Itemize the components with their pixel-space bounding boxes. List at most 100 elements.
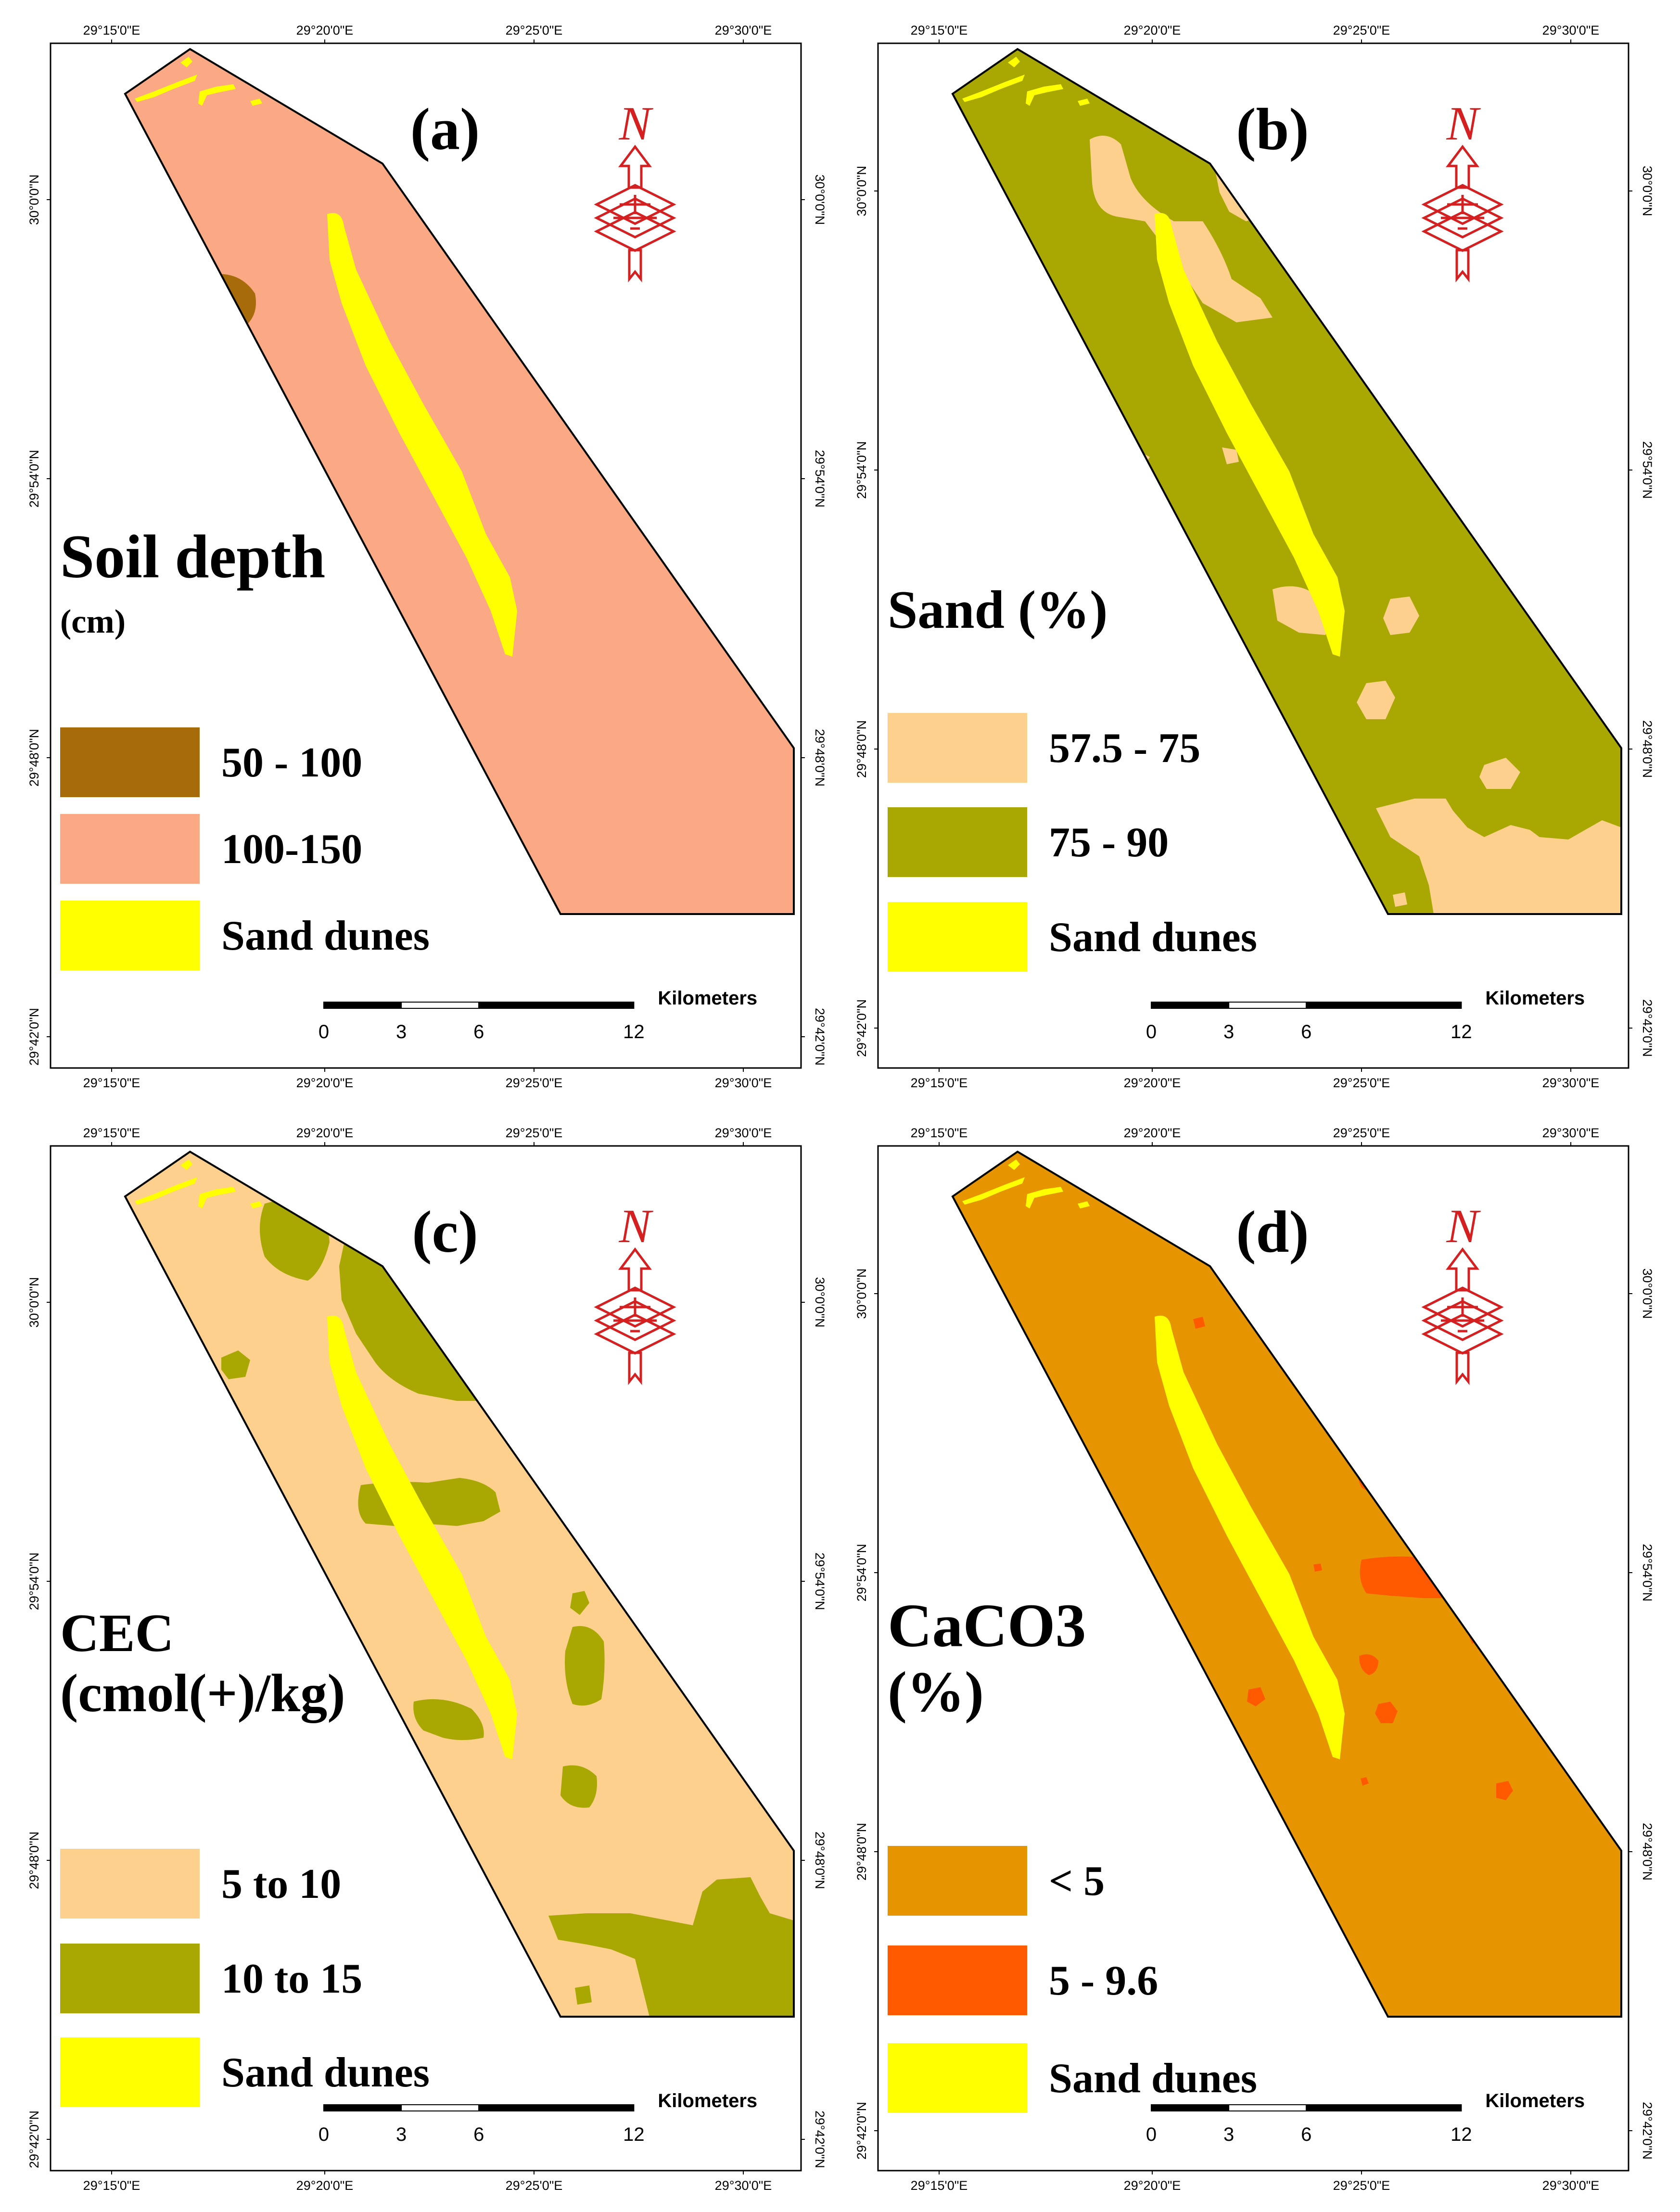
lon-tick-top: 29°25'0"E	[506, 23, 563, 38]
scale-bar-segment	[1151, 2104, 1230, 2111]
legend-item-label: 5 - 9.6	[1049, 1958, 1158, 2004]
scale-bar-label: 12	[623, 2124, 645, 2145]
class-patch	[722, 1916, 743, 1940]
scale-bar-unit: Kilometers	[1485, 988, 1585, 1009]
lon-tick-top: 29°25'0"E	[1333, 1126, 1390, 1140]
sand-dune-ridge	[327, 213, 517, 657]
lat-tick-right: 29°42'0"N	[813, 1008, 827, 1066]
class-patch	[1361, 1777, 1369, 1786]
lat-tick-left: 29°42'0"N	[27, 2110, 41, 2168]
lat-tick-left: 29°48'0"N	[27, 1831, 41, 1889]
north-arrow-icon: N	[594, 97, 676, 283]
lat-tick-left: 29°48'0"N	[854, 720, 869, 778]
class-patch	[1090, 136, 1273, 322]
scale-bar-label: 6	[473, 2124, 484, 2145]
legend-title: Soil depth	[60, 522, 325, 591]
sand-dune-patch	[198, 1187, 236, 1208]
legend-swatch	[888, 1846, 1027, 1916]
class-patch	[1313, 1564, 1322, 1572]
legend: Soil depth (cm) 50 - 100 100-150 Sand dunes	[60, 522, 430, 970]
class-patch	[413, 1699, 484, 1740]
scale-bar-segment	[401, 2104, 480, 2111]
sand-dune-patch	[250, 1201, 262, 1208]
lat-tick-right: 29°48'0"N	[1640, 720, 1655, 778]
sand-dune-patch	[135, 1177, 197, 1205]
lon-tick-top: 29°25'0"E	[506, 1126, 563, 1140]
lat-tick-left: 30°0'0"N	[27, 174, 41, 225]
lon-tick-bottom: 29°30'0"E	[1542, 1076, 1600, 1090]
legend-swatch	[888, 2043, 1027, 2113]
lon-tick-bottom: 29°30'0"E	[715, 1076, 772, 1090]
class-patch	[1375, 1702, 1398, 1723]
sand-dune-patch	[180, 57, 192, 67]
map-panel-d: 29°15'0"E 29°15'0"E 29°20'0"E 29°20'0"E 29°2…	[837, 1112, 1662, 2203]
lon-tick-top: 29°30'0"E	[1542, 1126, 1600, 1140]
lat-tick-left: 30°0'0"N	[854, 1268, 869, 1319]
lon-tick-bottom: 29°25'0"E	[1333, 2178, 1390, 2193]
map-panel-c: 29°15'0"E 29°15'0"E 29°20'0"E 29°20'0"E 29°2…	[10, 1112, 835, 2203]
class-patch	[1359, 1654, 1378, 1675]
scale-bar-label: 0	[318, 1021, 329, 1042]
scale-bar-label: 0	[318, 2124, 329, 2145]
graticule-ticks: 29°15'0"E 29°15'0"E 29°20'0"E 29°20'0"E 29°2…	[854, 23, 1655, 1090]
lat-tick-left: 29°54'0"N	[27, 450, 41, 508]
lon-tick-top: 29°20'0"E	[296, 23, 354, 38]
panel-label: (b)	[1236, 96, 1309, 162]
legend-item-label: Sand dunes	[1049, 2055, 1257, 2102]
lat-tick-left: 29°42'0"N	[854, 2102, 869, 2160]
lat-tick-right: 29°54'0"N	[1640, 441, 1655, 499]
class-patch	[1422, 806, 1436, 823]
class-patch	[1222, 447, 1239, 464]
class-patch	[1383, 597, 1419, 635]
legend-swatch	[60, 814, 200, 884]
scale-bar-segment	[478, 1002, 635, 1009]
lat-tick-right: 30°0'0"N	[1640, 165, 1655, 216]
lat-tick-right: 30°0'0"N	[813, 1277, 827, 1327]
north-letter: N	[619, 1199, 654, 1253]
lat-tick-left: 29°42'0"N	[854, 999, 869, 1057]
lat-tick-right: 30°0'0"N	[1640, 1268, 1655, 1319]
class-patch	[221, 1350, 250, 1379]
lon-tick-bottom: 29°25'0"E	[506, 2178, 563, 2193]
map-frame	[50, 1145, 802, 2172]
legend-swatch	[60, 2037, 200, 2107]
lat-tick-right: 30°0'0"N	[813, 174, 827, 225]
map-panel-b: 29°15'0"E 29°15'0"E 29°20'0"E 29°20'0"E 29°2…	[837, 10, 1662, 1101]
study-area-outline	[951, 1150, 1622, 2018]
panel-label: (d)	[1236, 1199, 1309, 1265]
legend-item-label: Sand dunes	[1049, 914, 1257, 961]
legend-swatch	[888, 807, 1027, 877]
graticule-ticks: 29°15'0"E 29°15'0"E 29°20'0"E 29°20'0"E 29°2…	[27, 23, 827, 1090]
scale-bar: 0 3 6 12 Kilometers	[318, 2090, 757, 2145]
sand-dune-patch	[1008, 57, 1020, 67]
lat-tick-right: 29°48'0"N	[813, 729, 827, 787]
class-patch	[1247, 1687, 1265, 1706]
scale-bar-segment	[1306, 1002, 1462, 1009]
class-patch	[548, 1877, 794, 2017]
legend-item-label: 50 - 100	[221, 739, 362, 786]
lon-tick-bottom: 29°15'0"E	[911, 2178, 968, 2193]
lon-tick-top: 29°30'0"E	[715, 1126, 772, 1140]
scale-bar-label: 3	[1223, 2124, 1234, 2145]
class-patch	[1360, 1556, 1465, 1598]
class-patch	[784, 1996, 793, 2007]
map-frame	[877, 42, 1629, 1069]
legend-swatch	[888, 1945, 1027, 2015]
class-patch	[560, 1765, 597, 1808]
scale-bar-label: 3	[1223, 1021, 1234, 1042]
lat-tick-right: 29°42'0"N	[1640, 2102, 1655, 2160]
lon-tick-top: 29°30'0"E	[1542, 23, 1600, 38]
sand-dunes	[135, 57, 517, 657]
map-panel-a: 29°15'0"E 29°15'0"E 29°20'0"E 29°20'0"E 29°2…	[10, 10, 835, 1101]
lon-tick-top: 29°30'0"E	[715, 23, 772, 38]
panel-label: (a)	[410, 96, 480, 162]
north-letter: N	[1446, 97, 1481, 150]
lon-tick-bottom: 29°20'0"E	[296, 2178, 354, 2193]
scale-bar-label: 12	[1451, 2124, 1472, 2145]
map-svg-a: 29°15'0"E 29°15'0"E 29°20'0"E 29°20'0"E 29°2…	[27, 23, 827, 1090]
scale-bar-label: 0	[1146, 2124, 1157, 2145]
scale-bar-label: 6	[473, 1021, 484, 1042]
scale-bar-unit: Kilometers	[1485, 2090, 1585, 2111]
class-patch	[570, 1591, 589, 1615]
scale-bar-label: 3	[396, 1021, 407, 1042]
